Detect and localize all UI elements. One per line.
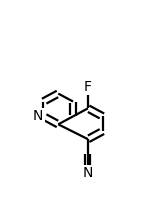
Text: F: F <box>84 80 92 94</box>
Text: N: N <box>83 167 93 181</box>
Text: N: N <box>33 109 44 123</box>
